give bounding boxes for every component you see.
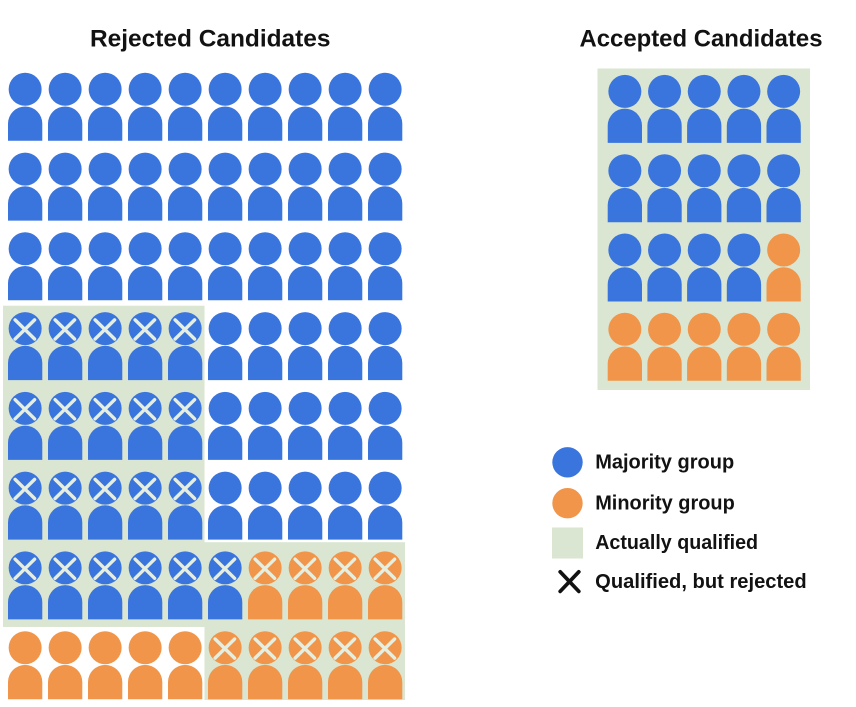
svg-text:Majority group: Majority group: [595, 451, 734, 473]
svg-text:Qualified, but rejected: Qualified, but rejected: [595, 571, 807, 593]
svg-text:Actually qualified: Actually qualified: [595, 532, 758, 554]
svg-text:Rejected Candidates: Rejected Candidates: [90, 27, 331, 53]
svg-text:Accepted Candidates: Accepted Candidates: [580, 27, 823, 53]
svg-text:Minority group: Minority group: [595, 492, 735, 514]
